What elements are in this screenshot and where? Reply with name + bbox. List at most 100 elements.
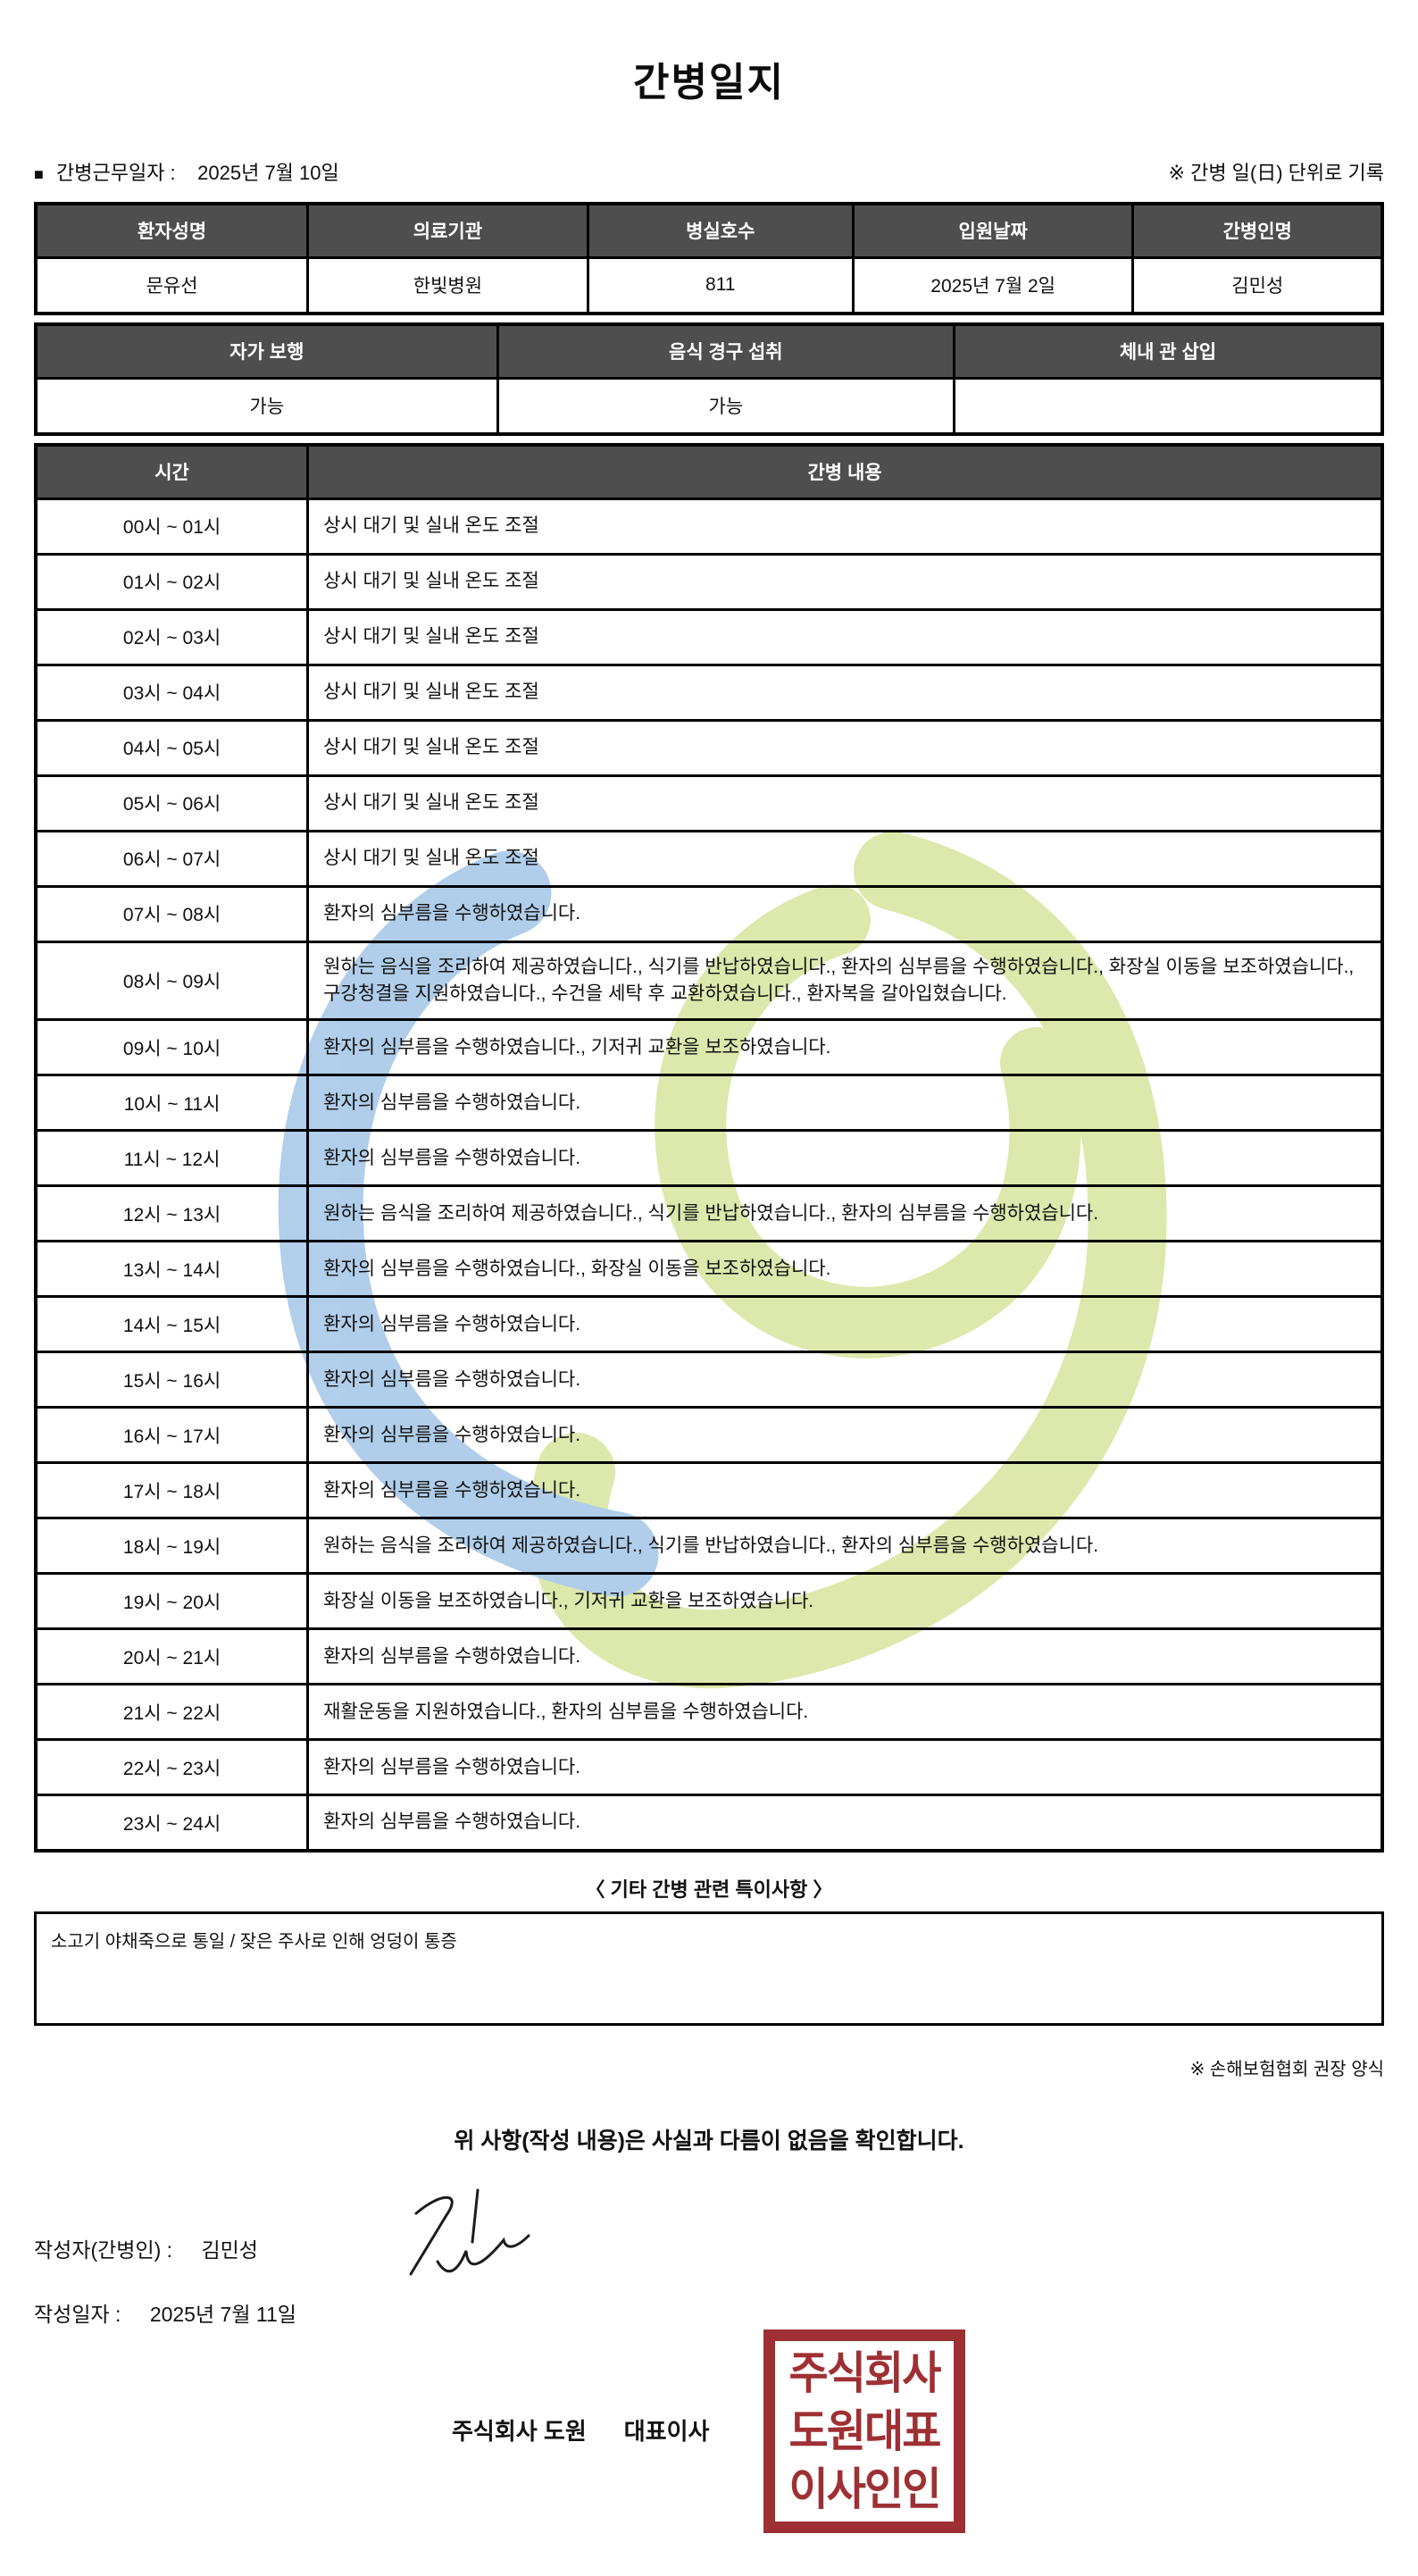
care-log-row: 02시 ~ 03시 상시 대기 및 실내 온도 조절	[34, 607, 1384, 666]
care-log-row: 01시 ~ 02시 상시 대기 및 실내 온도 조절	[34, 552, 1384, 611]
care-log-row: 17시 ~ 18시 환자의 심부름을 수행하였습니다.	[34, 1461, 1384, 1520]
care-content-cell: 환자의 심부름을 수행하였습니다.	[306, 1295, 1384, 1354]
care-log-row: 18시 ~ 19시 원하는 음식을 조리하여 제공하였습니다., 식기를 반납하…	[34, 1517, 1384, 1576]
care-content-cell: 환자의 심부름을 수행하였습니다.	[306, 884, 1384, 943]
condition-header-cell: 자가 보행	[34, 322, 499, 380]
care-content-cell: 상시 대기 및 실내 온도 조절	[306, 718, 1384, 777]
writer-name: 김민성	[201, 2238, 258, 2262]
care-log-row: 03시 ~ 04시 상시 대기 및 실내 온도 조절	[34, 663, 1384, 722]
condition-value-row: 가능 가능	[34, 376, 1384, 436]
care-time-cell: 11시 ~ 12시	[34, 1129, 310, 1188]
care-content-cell: 환자의 심부름을 수행하였습니다.	[306, 1129, 1384, 1188]
handwritten-signature	[409, 2188, 530, 2276]
care-content-cell: 원하는 음식을 조리하여 제공하였습니다., 식기를 반납하였습니다., 환자의…	[306, 940, 1384, 1022]
care-log-row: 11시 ~ 12시 환자의 심부름을 수행하였습니다.	[34, 1129, 1384, 1188]
care-content-cell: 원하는 음식을 조리하여 제공하였습니다., 식기를 반납하였습니다., 환자의…	[306, 1517, 1384, 1576]
patient-info-header-cell: 간병인명	[1131, 202, 1384, 259]
patient-condition-table: 자가 보행 음식 경구 섭취 체내 관 삽입 가능 가능	[34, 322, 1384, 436]
patient-info-header-cell: 입원날짜	[851, 202, 1135, 259]
care-content-cell: 환자의 심부름을 수행하였습니다.	[306, 1406, 1384, 1465]
care-log-row: 14시 ~ 15시 환자의 심부름을 수행하였습니다.	[34, 1295, 1384, 1354]
patient-info-value-cell: 811	[586, 255, 855, 315]
care-log-row: 07시 ~ 08시 환자의 심부름을 수행하였습니다.	[34, 884, 1384, 943]
care-content-cell: 상시 대기 및 실내 온도 조절	[306, 607, 1384, 666]
care-log-row: 16시 ~ 17시 환자의 심부름을 수행하였습니다.	[34, 1406, 1384, 1465]
care-log-row: 10시 ~ 11시 환자의 심부름을 수행하였습니다.	[34, 1074, 1384, 1133]
signature-section: 작성자(간병인) : 김민성 작성일자 : 2025년 7월 11일 주식회사 …	[34, 2170, 1384, 2576]
stamp-text-row: 주식회사	[788, 2348, 942, 2399]
care-time-cell: 20시 ~ 21시	[34, 1627, 310, 1686]
care-time-cell: 13시 ~ 14시	[34, 1240, 310, 1299]
care-time-cell: 07시 ~ 08시	[34, 884, 310, 943]
page-title: 간병일지	[633, 61, 785, 105]
patient-info-value-cell: 문유선	[34, 255, 310, 315]
care-log-row: 06시 ~ 07시 상시 대기 및 실내 온도 조절	[34, 829, 1384, 888]
care-content-cell: 환자의 심부름을 수행하였습니다.	[306, 1794, 1384, 1853]
written-date-line: 작성일자 : 2025년 7월 11일	[34, 2297, 296, 2328]
care-log-table: 시간 간병 내용 00시 ~ 01시 상시 대기 및 실내 온도 조절 01시 …	[34, 443, 1384, 1853]
stamp-text-row: 이사인인	[788, 2463, 942, 2514]
condition-value-cell: 가능	[34, 376, 499, 436]
care-log-row: 04시 ~ 05시 상시 대기 및 실내 온도 조절	[34, 718, 1384, 777]
care-log-row: 22시 ~ 23시 환자의 심부름을 수행하였습니다.	[34, 1738, 1384, 1797]
patient-info-table: 환자성명 의료기관 병실호수 입원날짜 간병인명 문유선 한빛병원 811 2025년 7월 …	[34, 202, 1384, 315]
condition-value-cell	[952, 376, 1384, 436]
company-line: 주식회사 도원 대표이사	[452, 2413, 709, 2446]
care-content-cell: 상시 대기 및 실내 온도 조절	[306, 774, 1384, 832]
care-log-row: 05시 ~ 06시 상시 대기 및 실내 온도 조절	[34, 774, 1384, 832]
care-time-cell: 05시 ~ 06시	[34, 774, 310, 832]
condition-header-row: 자가 보행 음식 경구 섭취 체내 관 삽입	[34, 322, 1384, 380]
patient-info-header-cell: 의료기관	[306, 202, 589, 259]
care-content-cell: 환자의 심부름을 수행하였습니다.	[306, 1738, 1384, 1797]
care-content-cell: 상시 대기 및 실내 온도 조절	[306, 552, 1384, 611]
care-content-cell: 상시 대기 및 실내 온도 조절	[306, 829, 1384, 888]
confirmation-statement: 위 사항(작성 내용)은 사실과 다름이 없음을 확인합니다.	[454, 2128, 964, 2154]
care-time-cell: 19시 ~ 20시	[34, 1572, 310, 1631]
care-time-cell: 12시 ~ 13시	[34, 1184, 310, 1243]
care-time-cell: 03시 ~ 04시	[34, 663, 310, 722]
care-work-date-label: 간병근무일자 :	[56, 162, 176, 184]
care-time-cell: 00시 ~ 01시	[34, 497, 310, 556]
care-content-cell: 재활운동을 지원하였습니다., 환자의 심부름을 수행하였습니다.	[306, 1683, 1384, 1742]
care-content-cell: 환자의 심부름을 수행하였습니다.	[306, 1627, 1384, 1686]
care-time-cell: 10시 ~ 11시	[34, 1074, 310, 1133]
care-time-cell: 21시 ~ 22시	[34, 1683, 310, 1742]
care-log-row: 13시 ~ 14시 환자의 심부름을 수행하였습니다., 화장실 이동을 보조하…	[34, 1240, 1384, 1299]
written-date-value: 2025년 7월 11일	[149, 2303, 296, 2326]
care-content-cell: 환자의 심부름을 수행하였습니다.	[306, 1074, 1384, 1133]
patient-info-value-cell: 2025년 7월 2일	[851, 255, 1135, 315]
care-log-row: 08시 ~ 09시 원하는 음식을 조리하여 제공하였습니다., 식기를 반납하…	[34, 940, 1384, 1022]
patient-info-header-cell: 환자성명	[34, 202, 310, 259]
condition-header-cell: 체내 관 삽입	[952, 322, 1384, 380]
meta-row: ■ 간병근무일자 : 2025년 7월 10일 ※ 간병 일(日) 단위로 기록	[34, 157, 1384, 186]
care-time-cell: 15시 ~ 16시	[34, 1351, 310, 1409]
care-time-cell: 17시 ~ 18시	[34, 1461, 310, 1520]
patient-info-header-row: 환자성명 의료기관 병실호수 입원날짜 간병인명	[34, 202, 1384, 259]
care-time-cell: 04시 ~ 05시	[34, 718, 310, 777]
care-content-cell: 환자의 심부름을 수행하였습니다., 기저귀 교환을 보조하였습니다.	[306, 1018, 1384, 1077]
care-content-cell: 상시 대기 및 실내 온도 조절	[306, 497, 1384, 556]
square-bullet-icon: ■	[34, 165, 44, 183]
care-log-row: 00시 ~ 01시 상시 대기 및 실내 온도 조절	[34, 497, 1384, 556]
care-time-cell: 14시 ~ 15시	[34, 1295, 310, 1354]
care-log-header-row: 시간 간병 내용	[34, 443, 1384, 500]
care-log-row: 12시 ~ 13시 원하는 음식을 조리하여 제공하였습니다., 식기를 반납하…	[34, 1184, 1384, 1243]
care-work-date-value: 2025년 7월 10일	[197, 162, 339, 184]
written-date-label: 작성일자 :	[34, 2303, 121, 2326]
corporate-seal-stamp: 주식회사 도원대표 이사인인	[763, 2329, 965, 2533]
care-time-cell: 23시 ~ 24시	[34, 1794, 310, 1853]
special-notes-title: 〈 기타 간병 관련 특이사항 〉	[585, 1878, 833, 1901]
care-time-cell: 18시 ~ 19시	[34, 1517, 310, 1576]
care-log-row: 23시 ~ 24시 환자의 심부름을 수행하였습니다.	[34, 1794, 1384, 1853]
time-column-header: 시간	[34, 443, 310, 500]
care-content-cell: 환자의 심부름을 수행하였습니다., 화장실 이동을 보조하였습니다.	[306, 1240, 1384, 1299]
patient-info-value-cell: 김민성	[1131, 255, 1384, 315]
care-log-row: 20시 ~ 21시 환자의 심부름을 수행하였습니다.	[34, 1627, 1384, 1686]
care-time-cell: 22시 ~ 23시	[34, 1738, 310, 1797]
ceo-title: 대표이사	[623, 2418, 710, 2445]
care-content-cell: 원하는 음식을 조리하여 제공하였습니다., 식기를 반납하였습니다., 환자의…	[306, 1184, 1384, 1243]
care-content-cell: 화장실 이동을 보조하였습니다., 기저귀 교환을 보조하였습니다.	[306, 1572, 1384, 1631]
patient-info-header-cell: 병실호수	[586, 202, 855, 259]
recommended-form-note: ※ 손해보험협회 권장 양식	[1189, 2059, 1384, 2079]
